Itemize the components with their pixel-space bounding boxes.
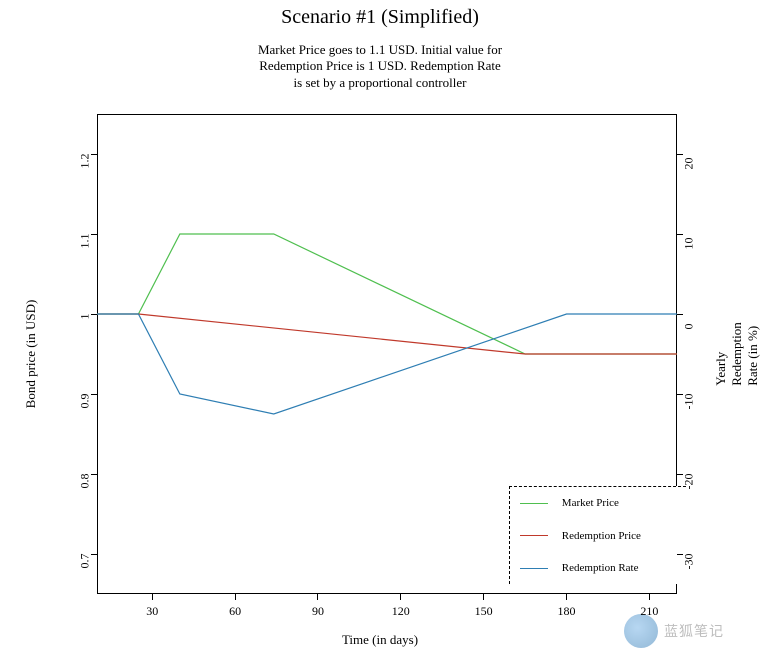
legend-label: Market Price bbox=[562, 497, 619, 509]
legend-item: Market Price bbox=[510, 487, 686, 519]
series-line bbox=[97, 314, 677, 354]
x-tick bbox=[400, 594, 401, 600]
x-tick-label: 180 bbox=[552, 604, 582, 619]
y-right-tick bbox=[677, 314, 683, 315]
watermark: 蓝狐笔记 bbox=[624, 614, 724, 648]
y-right-tick bbox=[677, 154, 683, 155]
x-tick-label: 60 bbox=[220, 604, 250, 619]
legend-item: Redemption Rate bbox=[510, 552, 686, 584]
legend-swatch bbox=[520, 568, 548, 569]
x-tick bbox=[152, 594, 153, 600]
y-right-tick-label: 20 bbox=[682, 158, 697, 170]
x-tick bbox=[566, 594, 567, 600]
legend: Market Price Redemption Price Redemption R… bbox=[509, 486, 686, 584]
x-tick-label: 120 bbox=[386, 604, 416, 619]
y-right-axis-label: Yearly Redemption Rate (in %) bbox=[713, 322, 760, 386]
y-left-tick-label: 0.8 bbox=[78, 474, 93, 489]
y-left-axis-label: Bond price (in USD) bbox=[23, 300, 39, 409]
y-left-tick-label: 1 bbox=[78, 314, 93, 320]
y-right-tick-label: -20 bbox=[682, 474, 697, 490]
x-tick bbox=[483, 594, 484, 600]
y-left-tick-label: 1.2 bbox=[78, 154, 93, 169]
x-tick bbox=[235, 594, 236, 600]
legend-swatch bbox=[520, 535, 548, 536]
watermark-icon bbox=[624, 614, 658, 648]
y-left-tick-label: 1.1 bbox=[78, 234, 93, 249]
x-tick-label: 210 bbox=[634, 604, 664, 619]
x-tick-label: 30 bbox=[137, 604, 167, 619]
legend-label: Redemption Rate bbox=[562, 562, 639, 574]
y-right-tick-label: -30 bbox=[682, 554, 697, 570]
y-right-tick-label: 0 bbox=[682, 324, 697, 330]
x-tick bbox=[649, 594, 650, 600]
x-tick-label: 90 bbox=[303, 604, 333, 619]
watermark-text: 蓝狐笔记 bbox=[664, 621, 724, 641]
y-right-tick-label: 10 bbox=[682, 238, 697, 250]
series-line bbox=[97, 234, 677, 354]
y-left-tick-label: 0.7 bbox=[78, 554, 93, 569]
legend-item: Redemption Price bbox=[510, 519, 686, 551]
y-right-tick-label: -10 bbox=[682, 394, 697, 410]
x-tick-label: 150 bbox=[469, 604, 499, 619]
legend-label: Redemption Price bbox=[562, 530, 641, 542]
legend-swatch bbox=[520, 503, 548, 504]
y-right-tick bbox=[677, 234, 683, 235]
y-left-tick-label: 0.9 bbox=[78, 394, 93, 409]
x-tick bbox=[317, 594, 318, 600]
series-line bbox=[97, 314, 677, 414]
